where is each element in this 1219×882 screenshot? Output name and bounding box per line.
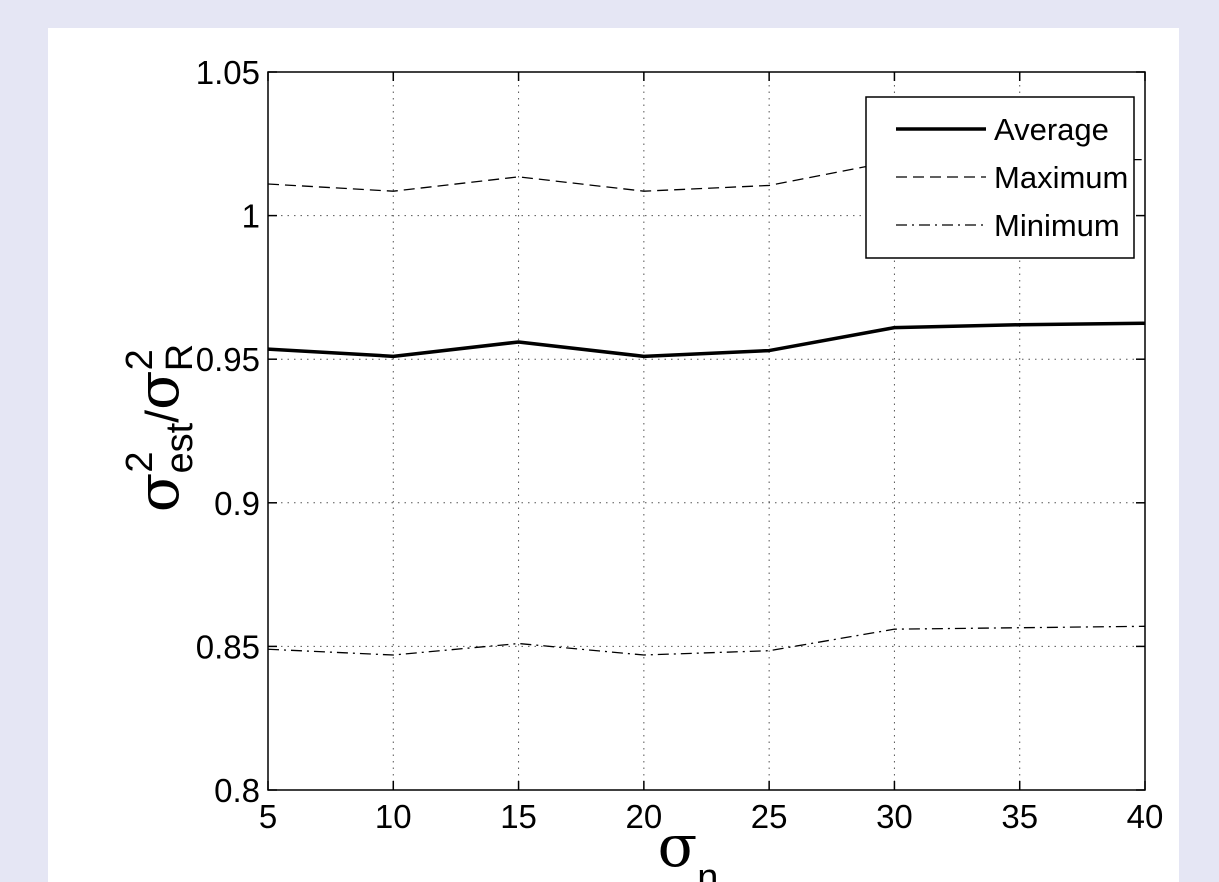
y-tick-label: 1 bbox=[242, 198, 260, 235]
x-tick-label: 5 bbox=[259, 798, 277, 835]
x-tick-label: 30 bbox=[876, 798, 913, 835]
ylabel-den-sup: 2 bbox=[119, 349, 161, 370]
legend-label-minimum: Minimum bbox=[994, 208, 1120, 243]
x-tick-label: 10 bbox=[375, 798, 412, 835]
figure-panel: 5 10 15 20 25 30 35 40 0.8 0.85 0.9 0.95 1 1.05 σ2est… bbox=[48, 28, 1179, 882]
plot-frame bbox=[267, 71, 1146, 791]
series-line-average bbox=[267, 321, 1146, 359]
x-axis-label: σn bbox=[658, 812, 719, 882]
x-tick-label: 15 bbox=[500, 798, 537, 835]
ylabel-den-sub: R bbox=[159, 344, 201, 371]
legend-box bbox=[865, 96, 1135, 259]
legend-label-average: Average bbox=[994, 112, 1109, 147]
y-tick-label: 0.9 bbox=[214, 485, 260, 522]
grid-lines bbox=[268, 72, 1145, 790]
ylabel-num-sub: est bbox=[159, 422, 201, 473]
ylabel-den: σ bbox=[124, 370, 192, 410]
y-axis-label: σ2est/σ2R bbox=[119, 344, 201, 512]
legend: Average Maximum Minimum bbox=[865, 96, 1135, 259]
y-tick-label: 0.85 bbox=[196, 628, 260, 665]
series-line-minimum bbox=[267, 625, 1146, 656]
y-tick-label: 1.05 bbox=[196, 54, 260, 91]
legend-label-maximum: Maximum bbox=[994, 160, 1128, 195]
x-tick-label: 20 bbox=[625, 798, 662, 835]
x-tick-label: 35 bbox=[1001, 798, 1038, 835]
ylabel-slash: / bbox=[136, 410, 188, 423]
xlabel-sub: n bbox=[697, 857, 718, 882]
ylabel-num: σ bbox=[124, 473, 192, 513]
y-tick-label: 0.8 bbox=[214, 772, 260, 809]
x-tick-label: 40 bbox=[1127, 798, 1164, 835]
y-tick-label: 0.95 bbox=[196, 341, 260, 378]
x-tick-label: 25 bbox=[751, 798, 788, 835]
ylabel-num-sup: 2 bbox=[119, 451, 161, 472]
axis-ticks: 5 10 15 20 25 30 35 40 0.8 0.85 0.9 0.95 1 1.05 bbox=[196, 54, 1164, 835]
xlabel-symbol: σ bbox=[658, 812, 698, 880]
